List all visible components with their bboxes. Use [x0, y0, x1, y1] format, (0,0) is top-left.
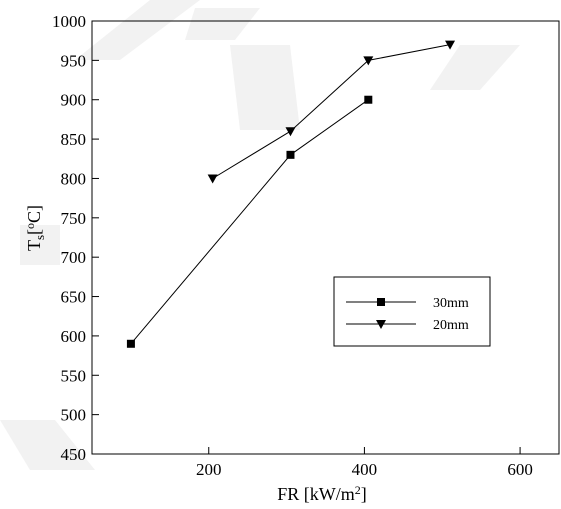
y-tick-label: 950 — [61, 51, 87, 70]
y-tick-label: 450 — [61, 445, 87, 464]
legend-label-20mm: 20mm — [433, 318, 469, 333]
plot-frame — [91, 20, 560, 455]
series-line-30mm — [130, 99, 369, 345]
legend-marker-30mm — [377, 298, 385, 306]
y-tick-label: 500 — [61, 406, 87, 425]
y-tick-label: 550 — [61, 366, 87, 385]
y-axis-ticks: 450 500 550 600 650 700 750 800 850 900 950 1000 — [52, 12, 99, 464]
y-tick-label: 750 — [61, 209, 87, 228]
y-tick-label: 900 — [61, 91, 87, 110]
y-tick-label: 1000 — [52, 12, 86, 31]
x-axis-label: FR [kW/m2] — [277, 483, 367, 504]
legend-label-30mm: 30mm — [433, 296, 469, 311]
legend-box — [333, 276, 491, 347]
data-point-30mm — [286, 150, 295, 159]
y-tick-label: 650 — [61, 288, 87, 307]
axes — [91, 20, 560, 455]
y-tick-label: 700 — [61, 248, 87, 267]
y-tick-label: 800 — [61, 169, 87, 188]
data-markers — [126, 40, 456, 348]
data-point-20mm — [207, 174, 218, 184]
legend: 30mm 20mm — [333, 276, 491, 347]
y-tick-label: 600 — [61, 327, 87, 346]
series-line-20mm — [212, 44, 451, 179]
data-point-20mm — [363, 56, 374, 66]
data-point-20mm — [285, 127, 296, 137]
y-tick-label: 850 — [61, 130, 87, 149]
data-point-20mm — [445, 40, 456, 50]
data-point-30mm — [126, 339, 135, 348]
x-axis-ticks: 200 400 600 — [196, 447, 533, 479]
data-point-30mm — [364, 95, 373, 104]
legend-marker-20mm — [376, 320, 386, 329]
x-tick-label: 200 — [196, 460, 222, 479]
watermark — [0, 0, 520, 470]
x-tick-label: 600 — [507, 460, 533, 479]
y-axis-label: Ts[oC] — [23, 205, 47, 251]
x-tick-label: 400 — [352, 460, 378, 479]
